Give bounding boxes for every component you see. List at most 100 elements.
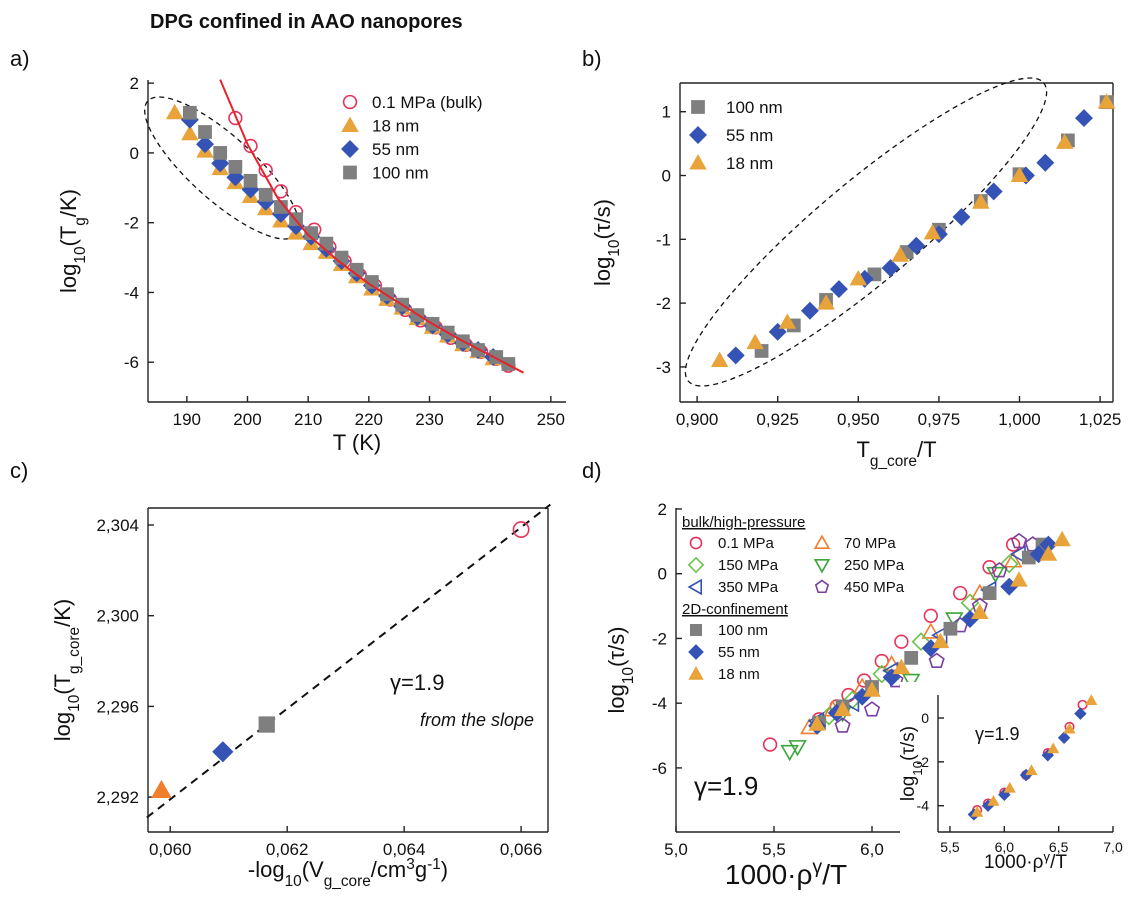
marker (1010, 571, 1028, 587)
marker (923, 608, 938, 623)
label-part: (T (56, 226, 81, 247)
legend-label: 55 nm (726, 126, 773, 145)
x-tick-label: 0,975 (918, 410, 961, 429)
marker (901, 673, 921, 691)
legend-marker (687, 578, 703, 596)
label-sub: 10 (66, 695, 83, 712)
marker (953, 585, 968, 601)
legend-label: 450 MPa (844, 579, 905, 596)
axis-label: log10(Tg_core/K) (50, 599, 83, 741)
axis-label: log10(τ/s) (898, 726, 925, 801)
y-tick-label: -2 (652, 629, 667, 648)
label-part: log (590, 257, 615, 286)
legend-label: 0.1 MPa (bulk) (372, 93, 483, 112)
axis-label: log10(τ/s) (590, 199, 623, 286)
x-tick-label: 220 (355, 410, 383, 429)
inset-background (900, 682, 1148, 903)
label-part: T (856, 437, 869, 462)
label-sub: 10 (72, 246, 89, 263)
marker (907, 236, 926, 255)
legend-header: bulk/high-pressure (682, 514, 805, 531)
legend-marker (813, 558, 831, 574)
legend-marker (688, 644, 704, 660)
y-tick-label: -6 (652, 759, 667, 778)
marker (928, 652, 945, 668)
marker (1074, 707, 1087, 720)
x-tick-label: 0,925 (756, 410, 799, 429)
y-tick-label: 2,292 (96, 788, 139, 807)
legend-label: 70 MPa (844, 535, 896, 552)
x-tick-label: 6,5 (1049, 839, 1069, 855)
label-sub: g_core (324, 873, 371, 890)
marker (911, 632, 931, 652)
label-sub: 10 (620, 667, 637, 684)
y-tick-label: 2,300 (96, 607, 139, 626)
x-tick-label: 0,062 (266, 840, 309, 859)
label-part: g (415, 857, 427, 882)
marker (986, 566, 1005, 584)
marker (182, 105, 197, 120)
label-sub: g (72, 217, 89, 226)
label-sup: γ (812, 856, 822, 878)
label-part: log (56, 264, 81, 293)
label-sub: g_core (870, 453, 917, 470)
panel: c) 0,060 0,062 0,064 0,066 2,292 2,296 2,300 2,3… (10, 458, 551, 890)
label-part: 1000·ρ (984, 852, 1044, 873)
marker (894, 634, 909, 649)
label-sup: 3 (406, 856, 415, 873)
marker (999, 554, 1019, 574)
x-tick-label: 230 (415, 410, 443, 429)
axis-label: 1000·ργ/T (984, 849, 1067, 874)
marker (842, 693, 860, 713)
marker (1010, 166, 1029, 183)
marker (863, 681, 881, 697)
marker (243, 173, 258, 188)
marker (829, 280, 848, 299)
legend-marker (813, 534, 831, 550)
label-sub: g_core (66, 627, 83, 674)
x-tick-label: 5,5 (940, 839, 960, 855)
annotation: γ=1.9 (694, 771, 758, 801)
annotation: γ=1.9 (390, 670, 444, 695)
marker (834, 717, 851, 733)
label-part: /T (917, 437, 937, 462)
marker (833, 700, 852, 717)
y-tick-label: 0 (658, 565, 667, 584)
marker (319, 236, 334, 251)
axis-label: log10(τ/s) (604, 627, 637, 714)
marker (1085, 694, 1098, 705)
label-part: /cm (371, 857, 406, 882)
label-part: ) (441, 857, 448, 882)
legend-marker (341, 140, 359, 158)
marker (762, 737, 778, 752)
marker (778, 313, 797, 329)
marker (334, 250, 349, 265)
legend-label: 55 nm (718, 644, 760, 661)
marker (726, 346, 745, 365)
marker (971, 806, 984, 817)
x-tick-label: 1,000 (998, 410, 1041, 429)
marker (165, 103, 184, 120)
label-sub: 10 (285, 873, 302, 890)
x-tick-label: 240 (476, 410, 504, 429)
x-tick-label: 6,0 (995, 839, 1015, 855)
marker (904, 650, 919, 665)
marker (1055, 133, 1074, 149)
x-tick-label: 5,5 (762, 840, 786, 859)
legend-label: 18 nm (372, 117, 419, 136)
annotation: from the slope (420, 710, 534, 730)
y-tick-label: 0 (921, 710, 929, 726)
legend-marker (343, 165, 357, 180)
label-part: (τ/s) (604, 627, 629, 667)
label-part: (V (302, 857, 324, 882)
legend-marker (341, 116, 359, 132)
annotation: γ=1.9 (975, 724, 1020, 744)
label-part: (T (50, 674, 75, 695)
label-sup: γ (1043, 849, 1050, 864)
label-part: log (898, 776, 919, 801)
marker (181, 124, 199, 141)
marker (1097, 93, 1116, 109)
x-tick-label: 0,066 (500, 840, 543, 859)
panel-label: d) (582, 458, 602, 483)
